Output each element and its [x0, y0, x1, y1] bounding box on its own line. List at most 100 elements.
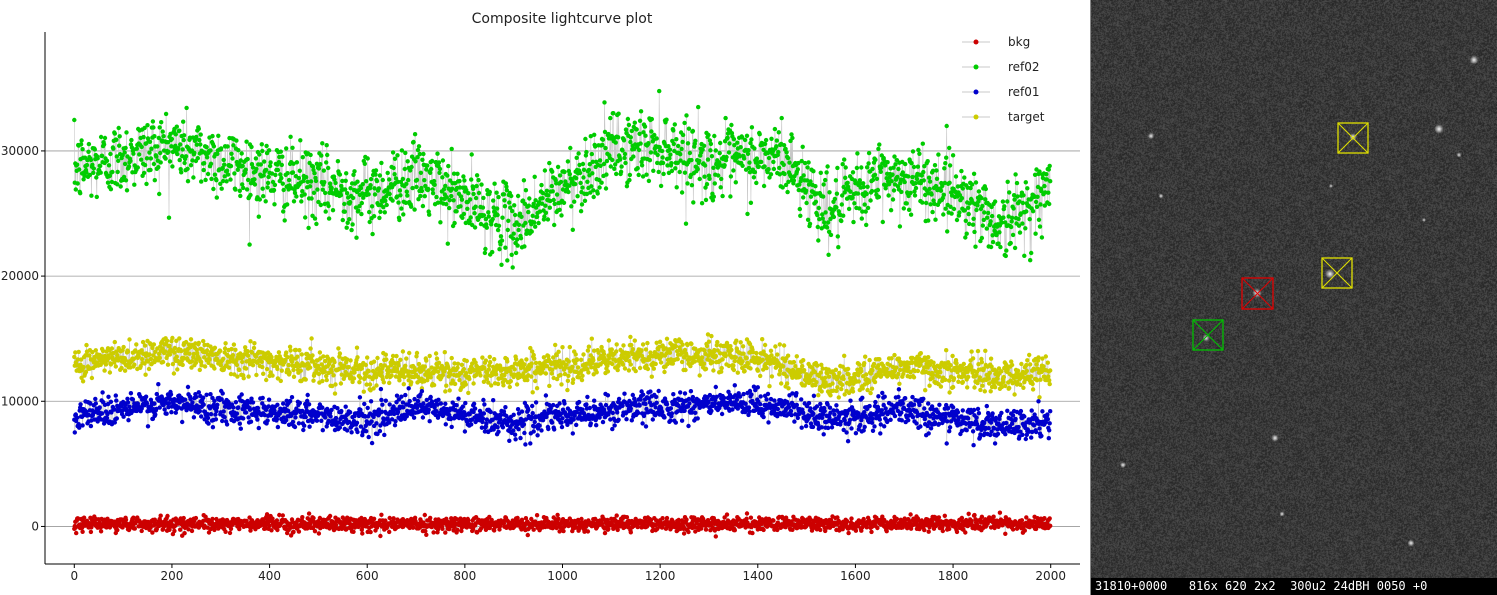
data-point: [784, 381, 790, 386]
data-point: [599, 180, 604, 185]
data-point: [134, 342, 139, 347]
data-point: [334, 423, 339, 428]
data-point: [106, 394, 111, 399]
data-point: [125, 396, 130, 401]
data-point: [266, 404, 271, 409]
data-point: [1003, 253, 1008, 259]
data-point: [612, 166, 617, 171]
data-point: [210, 425, 216, 430]
data-point: [262, 412, 267, 418]
data-point: [740, 359, 745, 364]
data-point: [123, 178, 129, 183]
data-point: [332, 177, 337, 182]
data-point: [219, 146, 224, 151]
data-point: [1003, 383, 1008, 389]
data-point: [999, 369, 1004, 374]
data-point: [114, 154, 120, 159]
data-point: [293, 347, 299, 353]
data-point: [553, 342, 558, 348]
data-point: [979, 195, 984, 201]
data-point: [845, 366, 851, 372]
data-point: [938, 188, 944, 193]
data-point: [112, 407, 117, 412]
data-point: [81, 177, 86, 182]
data-point: [988, 356, 994, 361]
data-point: [893, 162, 898, 167]
data-point: [174, 124, 179, 129]
data-point: [731, 168, 736, 173]
data-point: [613, 162, 618, 167]
data-point: [365, 405, 370, 411]
data-point: [316, 371, 322, 377]
data-point: [669, 168, 675, 174]
data-point: [128, 391, 134, 396]
data-point: [859, 368, 864, 374]
data-point: [374, 421, 379, 426]
data-point: [204, 144, 209, 150]
data-point: [314, 418, 320, 423]
data-point: [269, 354, 274, 360]
data-point: [265, 418, 270, 423]
data-point: [865, 184, 870, 189]
data-point: [546, 354, 551, 359]
data-point: [80, 423, 85, 428]
data-point: [992, 385, 998, 390]
data-point: [835, 165, 840, 171]
data-point: [310, 353, 315, 358]
data-point: [281, 209, 286, 214]
data-point: [89, 193, 94, 198]
data-point: [926, 175, 932, 180]
data-point: [368, 399, 374, 404]
data-point: [531, 429, 536, 434]
data-point: [358, 375, 363, 380]
data-point: [128, 158, 133, 164]
data-point: [384, 202, 389, 208]
data-point: [910, 355, 915, 361]
data-point: [719, 176, 724, 182]
data-point: [803, 188, 809, 193]
data-point: [282, 218, 287, 223]
data-point: [183, 339, 189, 345]
data-point: [170, 164, 175, 169]
data-point: [554, 376, 560, 382]
data-point: [445, 241, 450, 246]
data-point: [481, 195, 486, 201]
data-point: [435, 364, 440, 370]
data-point: [565, 387, 570, 393]
data-point: [524, 357, 529, 362]
data-point: [358, 407, 363, 412]
data-point: [211, 402, 217, 407]
data-point: [317, 350, 323, 355]
data-point: [481, 213, 487, 218]
data-point: [213, 412, 218, 417]
data-point: [529, 229, 534, 234]
data-point: [396, 363, 401, 368]
data-point: [411, 415, 417, 420]
data-point: [250, 363, 256, 368]
data-point: [192, 150, 197, 156]
data-point: [687, 150, 693, 156]
data-point: [624, 184, 630, 189]
data-point: [664, 336, 670, 341]
data-point: [659, 148, 665, 154]
data-point: [376, 186, 382, 191]
data-point: [709, 333, 714, 339]
data-point: [172, 345, 178, 351]
data-point: [515, 193, 521, 199]
data-point: [665, 163, 670, 168]
data-point: [102, 135, 108, 141]
data-point: [76, 349, 81, 355]
data-point: [915, 368, 921, 374]
data-point: [151, 161, 157, 167]
data-point: [178, 142, 183, 147]
data-point: [756, 164, 761, 169]
data-point: [840, 382, 845, 387]
data-point: [213, 417, 219, 422]
data-point: [350, 195, 356, 201]
data-point: [851, 219, 856, 225]
data-point: [927, 362, 933, 367]
data-point: [876, 194, 882, 200]
data-point: [870, 177, 876, 183]
data-point: [395, 409, 401, 415]
data-point: [1009, 359, 1014, 364]
